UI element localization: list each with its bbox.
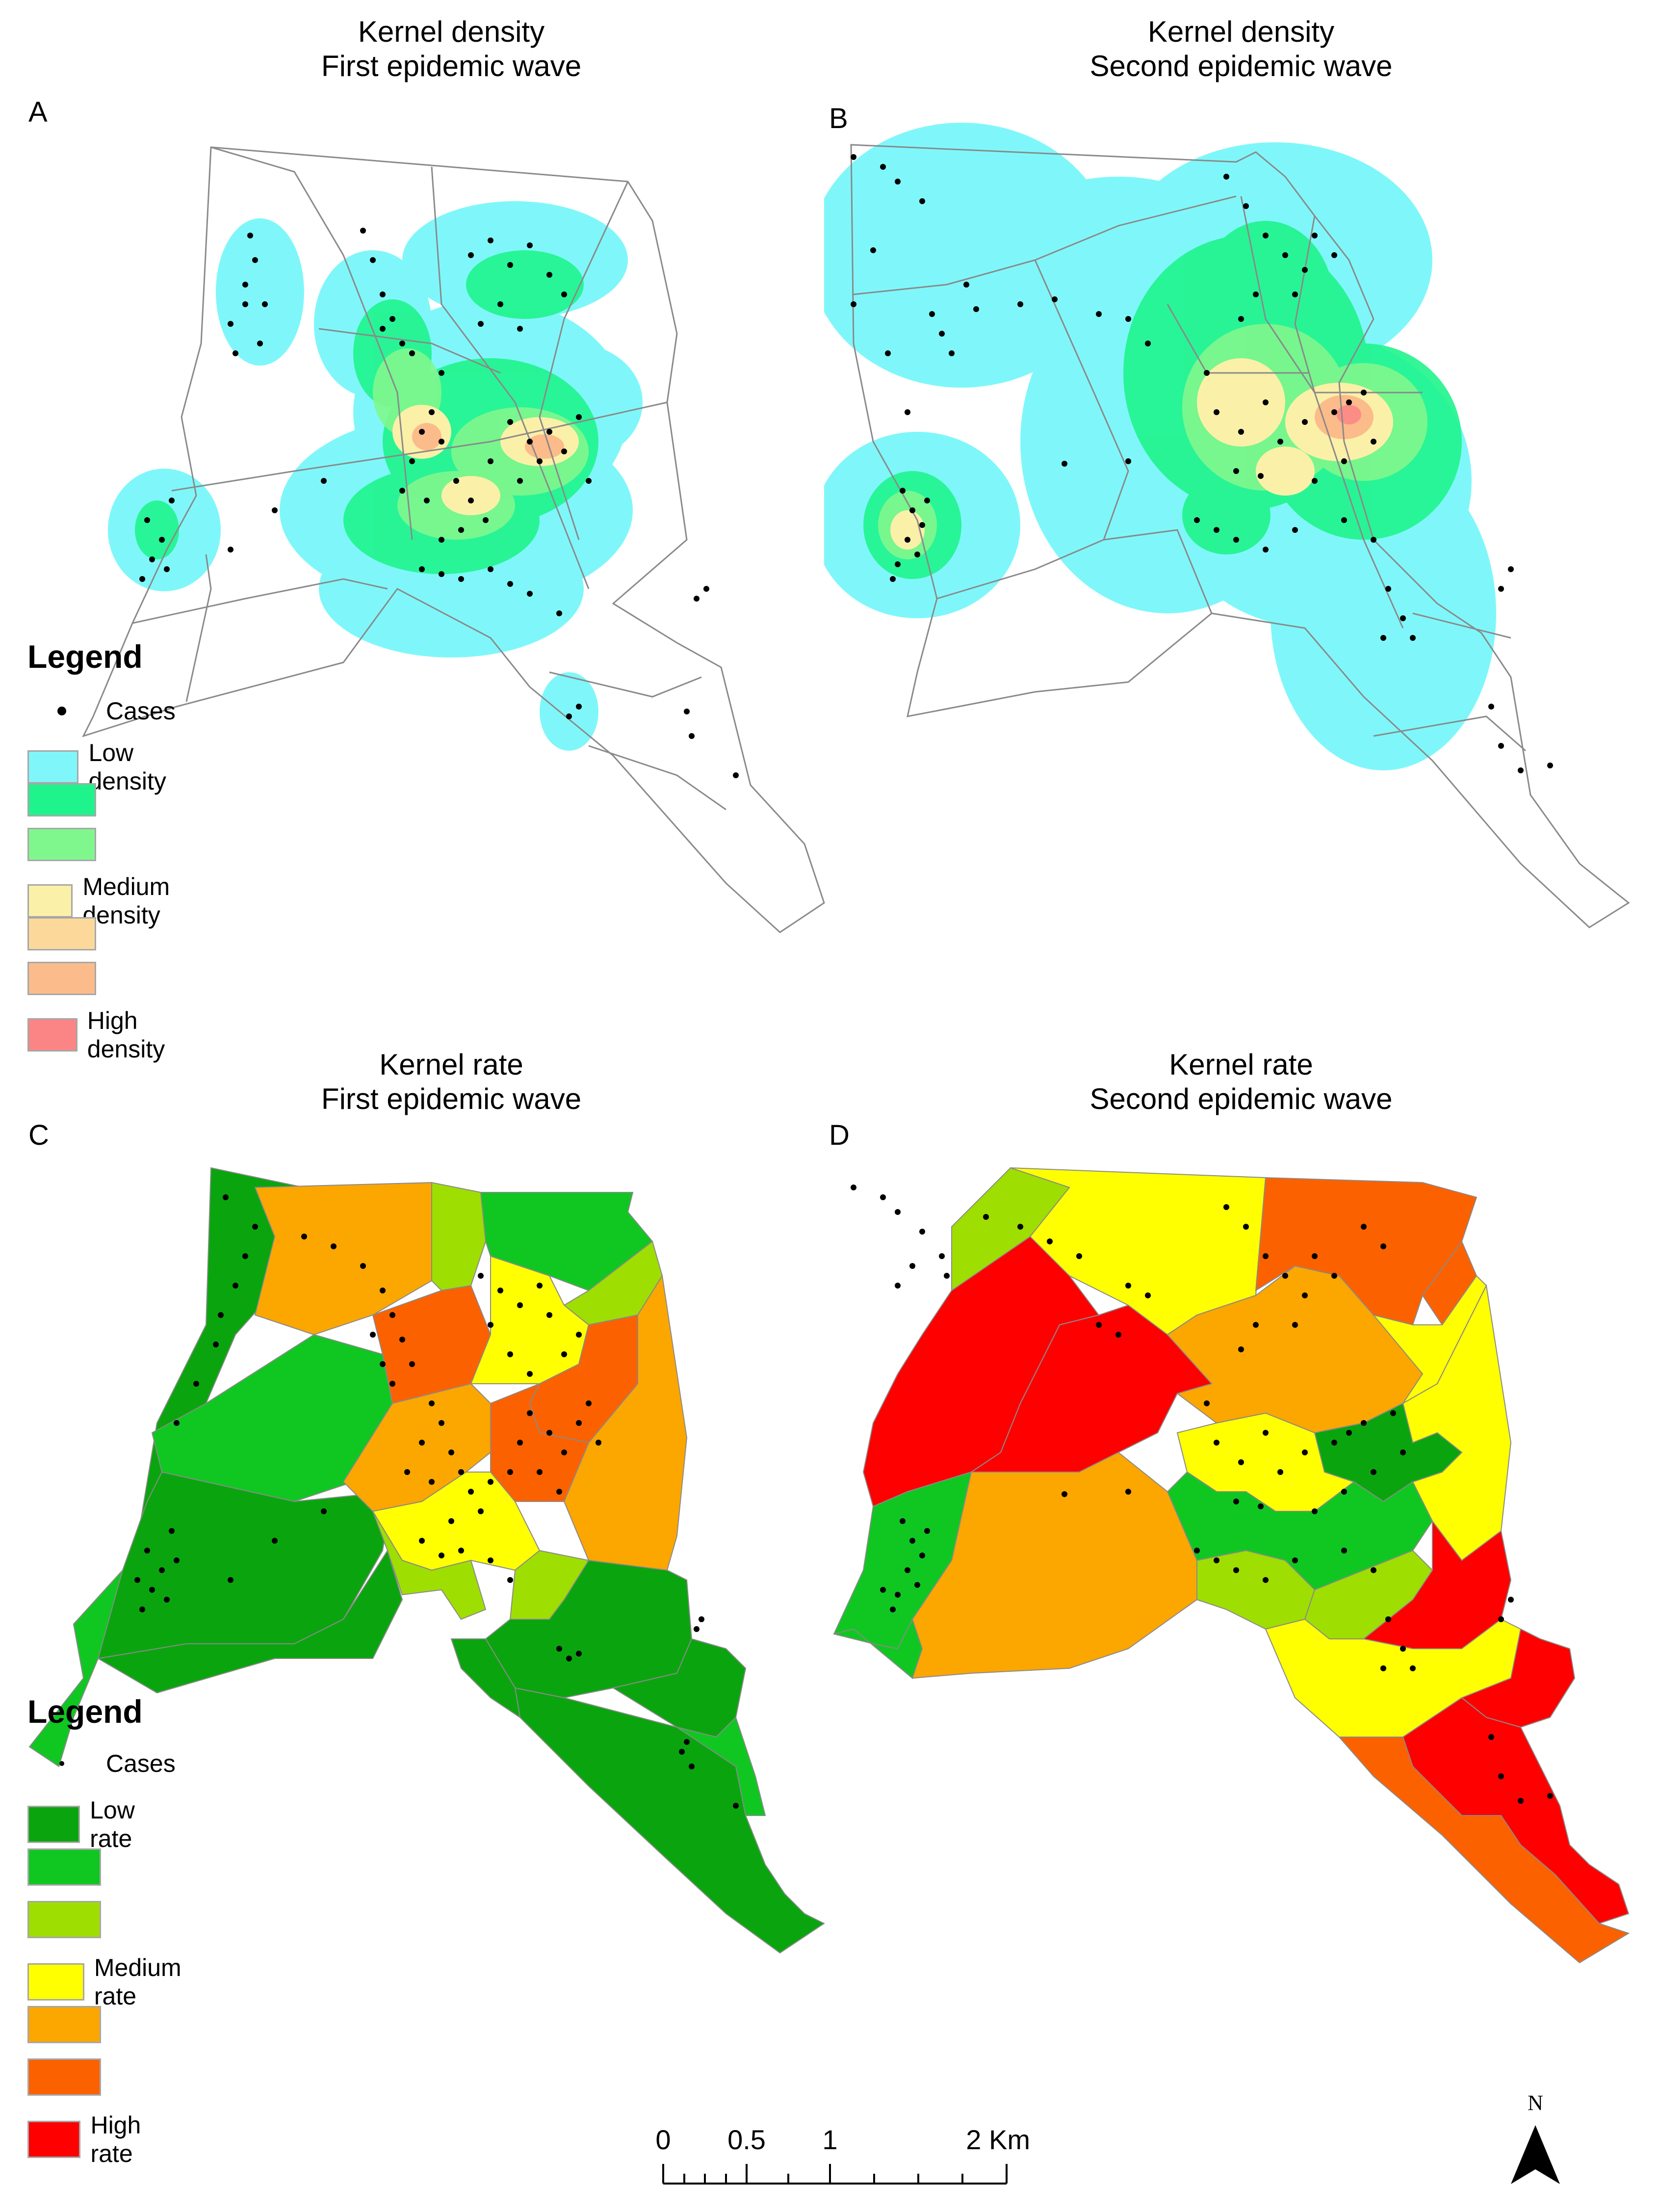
scale-bar: 0 0.5 1 2 Km: [655, 2124, 1030, 2185]
panel-c-title-line2: First epidemic wave: [321, 1082, 582, 1115]
legend-swatch: [27, 828, 96, 861]
panel-a-title-line1: Kernel density: [358, 15, 545, 48]
panel-b-title-line2: Second epidemic wave: [1089, 50, 1393, 82]
legend-swatch: [27, 1806, 80, 1843]
density-surface: [108, 201, 643, 751]
scale-label-0: 0: [655, 2124, 671, 2155]
legend-title: Legend: [27, 1693, 143, 1730]
panel-a-density-map: [82, 146, 825, 933]
panel-c-letter: C: [28, 1119, 49, 1151]
panel-b-letter: B: [829, 103, 848, 134]
panel-d-title-line1: Kernel rate: [1169, 1048, 1313, 1081]
panel-b-density-map: [824, 123, 1630, 928]
legend-class-row: [27, 2006, 111, 2043]
legend-cases-label: Cases: [106, 697, 176, 725]
legend-class-row: Low rate: [27, 1796, 156, 1853]
legend-class-row: [27, 1901, 111, 1938]
scale-ticks: [662, 2164, 1008, 2185]
panel-a-title: Kernel density First epidemic wave: [132, 15, 770, 83]
legend-rate: Legend Cases Low rate Medium rate High r…: [27, 1693, 181, 2167]
panel-a-letter: A: [28, 96, 48, 128]
panel-c-title: Kernel rate First epidemic wave: [132, 1048, 770, 1116]
legend-swatch: [27, 1848, 101, 1886]
legend-swatch: [27, 962, 96, 995]
case-points: [134, 1194, 739, 1809]
case-points: [851, 1185, 1553, 1804]
scale-label-2km: 2 Km: [966, 2124, 1030, 2155]
legend-cases-row: Cases: [27, 1747, 176, 1780]
panel-d-title-line2: Second epidemic wave: [1089, 1082, 1393, 1115]
legend-class-label: Low rate: [90, 1796, 135, 1852]
case-points: [139, 228, 739, 778]
scale-label-1: 1: [822, 2124, 837, 2155]
legend-swatch: [27, 884, 73, 918]
scale-label-0-5: 0.5: [727, 2124, 766, 2155]
legend-swatch: [27, 750, 79, 784]
legend-class-label: Low density: [88, 739, 166, 795]
north-arrow: N: [1501, 2090, 1570, 2191]
legend-class-label: High rate: [90, 2111, 141, 2167]
legend-swatch: [27, 783, 96, 816]
case-dot-icon: [27, 694, 96, 728]
legend-class-row: [27, 828, 106, 861]
case-points: [851, 154, 1553, 773]
legend-class-row: [27, 1848, 111, 1886]
panel-d-title: Kernel rate Second epidemic wave: [922, 1048, 1560, 1116]
panel-a-title-line2: First epidemic wave: [321, 50, 582, 82]
case-dot-icon: [27, 1747, 96, 1780]
legend-swatch: [27, 1963, 84, 2001]
legend-class-row: High density: [27, 1006, 183, 1063]
legend-class-label: Medium rate: [94, 1954, 181, 2010]
legend-class-row: [27, 917, 106, 950]
rate-districts: [28, 1167, 825, 1954]
legend-class-row: Medium rate: [27, 1953, 198, 2010]
panel-d-rate-map: [833, 1167, 1630, 1964]
north-arrow-icon: [1511, 2125, 1560, 2184]
legend-class-row: [27, 783, 106, 816]
legend-swatch: [27, 917, 96, 950]
legend-title: Legend: [27, 638, 143, 675]
north-label: N: [1528, 2091, 1543, 2115]
panel-c-title-line1: Kernel rate: [379, 1048, 523, 1081]
density-surface: [824, 123, 1496, 770]
legend-cases-label: Cases: [106, 1750, 176, 1777]
legend-swatch: [27, 2006, 101, 2043]
legend-density: Legend Cases Low density Medium density …: [27, 638, 176, 1063]
district-boundaries: [82, 146, 825, 933]
legend-swatch: [27, 2121, 81, 2158]
legend-class-row: Medium density: [27, 872, 193, 929]
legend-class-row: High rate: [27, 2111, 161, 2168]
panel-c-rate-map: [28, 1167, 825, 1954]
legend-class-row: [27, 2058, 111, 2096]
legend-swatch: [27, 1901, 101, 1938]
panel-b-title-line1: Kernel density: [1147, 15, 1335, 48]
panel-d-letter: D: [829, 1119, 850, 1151]
panel-b-title: Kernel density Second epidemic wave: [922, 15, 1560, 83]
legend-cases-row: Cases: [27, 694, 176, 728]
legend-swatch: [27, 2058, 101, 2096]
legend-class-label: High density: [87, 1007, 165, 1063]
legend-class-row: [27, 962, 106, 995]
legend-swatch: [27, 1018, 78, 1052]
district-boundaries: [850, 144, 1630, 928]
legend-class-row: Low density: [27, 738, 183, 795]
rate-districts: [833, 1167, 1630, 1964]
